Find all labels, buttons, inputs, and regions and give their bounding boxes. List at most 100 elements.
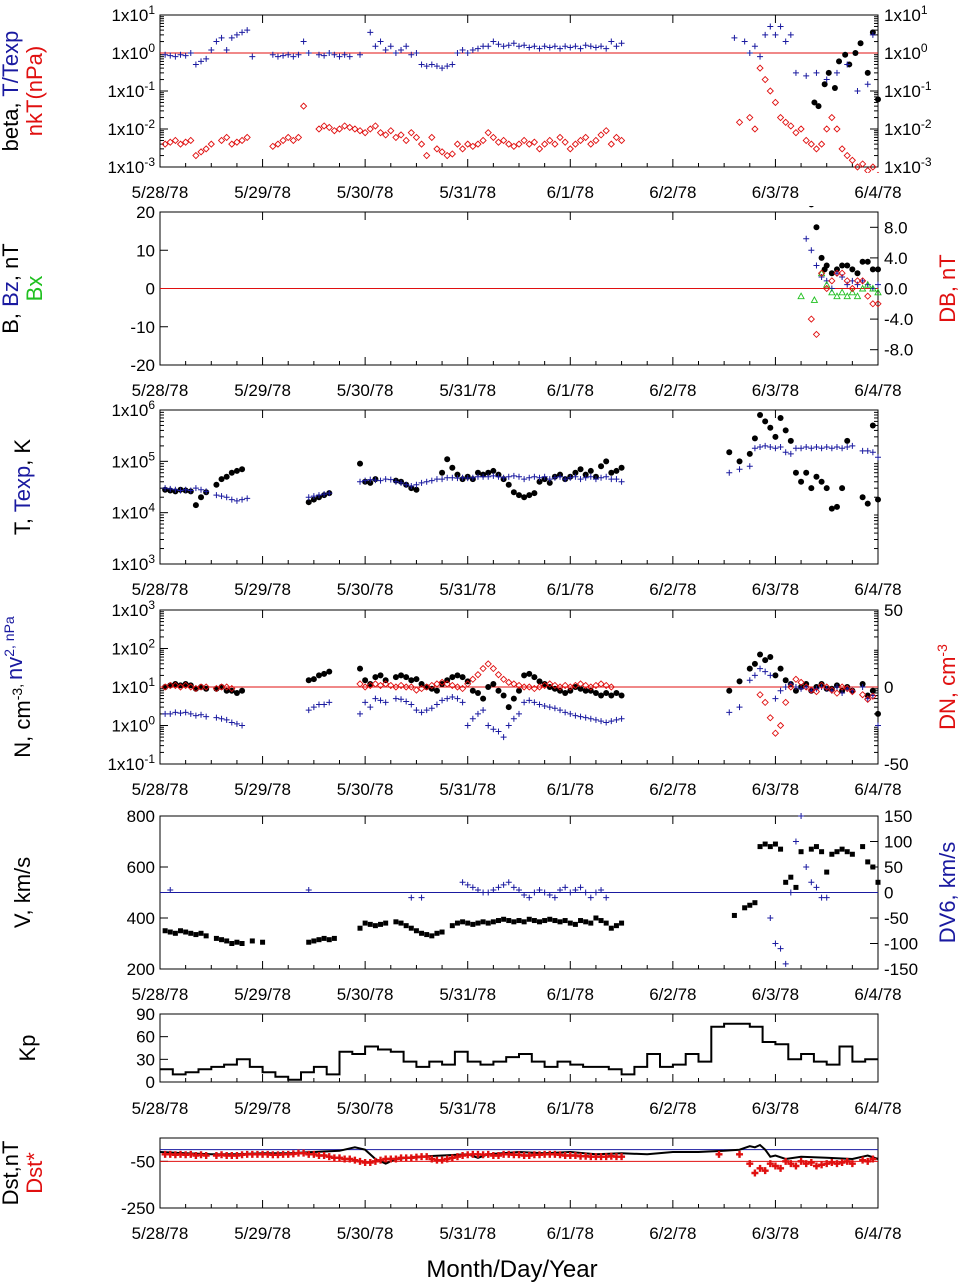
series-Texp-point — [423, 478, 430, 485]
series-DB-point — [853, 277, 862, 285]
series-T-point — [875, 496, 881, 503]
series-Texp-point — [849, 442, 856, 449]
series-T/Texp-point — [485, 43, 492, 50]
series-Texp-point — [480, 473, 487, 480]
series-nkT-point — [582, 133, 590, 142]
series-nkT-point — [571, 140, 580, 148]
series-V-point — [598, 918, 604, 924]
series-V-point — [454, 920, 460, 926]
x-tick-label: 5/28/78 — [132, 780, 189, 799]
series-Texp-point — [818, 445, 825, 452]
series-T-point — [531, 490, 538, 497]
series-V-point — [198, 930, 204, 936]
series-T/Texp-point — [249, 53, 256, 60]
y-tick-label: 1x102 — [111, 637, 155, 659]
series-beta-point — [836, 58, 843, 65]
series-T-point — [228, 469, 235, 476]
series-DN-point — [792, 675, 800, 683]
series-V-point — [619, 920, 625, 926]
series-Dst-line — [160, 1143, 879, 1165]
series-T/Texp-point — [731, 34, 738, 41]
series-T/Texp-point — [228, 34, 235, 41]
series-Texp-point — [223, 494, 230, 501]
data-layer — [162, 813, 881, 967]
y-tick-label: 1x10-2 — [107, 117, 155, 139]
series-N-point — [392, 674, 399, 681]
series-Bz-point — [854, 281, 861, 288]
y2-tick-label: 1x10-2 — [884, 117, 932, 139]
series-Texp-point — [839, 445, 846, 452]
series-nkT-point — [515, 140, 523, 148]
series-DN-point — [756, 691, 764, 699]
series-Texp-point — [823, 444, 830, 451]
x-tick-label: 5/29/78 — [234, 780, 291, 799]
series-Texp-point — [577, 476, 584, 483]
series-nv2-point — [439, 697, 446, 704]
series-V-point — [475, 920, 481, 926]
series-DN-point — [382, 680, 390, 688]
series-V-point — [788, 874, 794, 880]
series-DN-point — [771, 729, 780, 737]
series-V-point — [572, 921, 578, 927]
series-DN-point — [582, 681, 590, 690]
series-nv2-point — [469, 715, 476, 722]
series-Texp-point — [433, 476, 440, 483]
series-Texp-point — [485, 473, 492, 480]
series-nkT-point — [499, 136, 508, 145]
series-N-point — [582, 687, 589, 694]
series-nkT-point — [602, 127, 610, 135]
series-Texp-point — [162, 485, 169, 492]
series-V-point — [465, 920, 471, 926]
series-N-point — [172, 680, 179, 687]
series-nv2-point — [567, 710, 574, 717]
series-T-point — [516, 492, 522, 499]
series-DN-point — [525, 683, 533, 691]
y2-axis-title-velocity-line-0: DV6, km/s — [935, 842, 960, 943]
series-DN-point — [807, 686, 815, 694]
series-nv2-point — [751, 672, 758, 679]
series-T-point — [521, 494, 528, 501]
series-V-point — [219, 937, 225, 943]
series-DN-point — [489, 664, 497, 673]
x-tick-label: 5/31/78 — [439, 780, 496, 799]
series-nkT-point — [351, 125, 359, 133]
series-T/Texp-point — [162, 51, 169, 58]
series-T/Texp-point — [203, 55, 210, 62]
series-T/Texp-point — [315, 51, 322, 58]
series-V-point — [306, 939, 312, 945]
series-T/Texp-point — [357, 51, 364, 58]
series-Texp-point — [833, 444, 840, 451]
series-nv2-point — [362, 699, 369, 706]
series-Dst*-point — [843, 1157, 851, 1165]
y2-tick-label: 150 — [884, 807, 912, 826]
panel-dst: 5/28/78 5/29/78 5/30/78 5/31/78 6/1/78 6/2/78… — [0, 1137, 902, 1243]
series-V-point — [849, 851, 855, 857]
series-T-point — [751, 435, 758, 442]
x-tick-label: 5/30/78 — [337, 780, 394, 799]
plot-frame — [159, 14, 879, 168]
series-Texp-point — [598, 474, 605, 481]
series-T/Texp-point — [413, 50, 420, 56]
series-Texp-point — [751, 445, 758, 452]
series-Bz-point — [875, 281, 881, 288]
series-T-point — [869, 422, 876, 429]
series-nkT-point — [269, 142, 277, 150]
series-nv2-point — [592, 716, 599, 723]
series-T/Texp-point — [290, 53, 297, 60]
series-nkT-point — [428, 133, 436, 142]
series-Texp-point — [408, 483, 415, 490]
series-nkT-point — [238, 136, 246, 145]
series-nv2-point — [213, 714, 220, 721]
series-nv2-point — [182, 709, 189, 716]
series-T-point — [526, 492, 533, 499]
series-T-point — [213, 481, 220, 488]
series-beta-point — [825, 69, 832, 76]
series-N-point — [403, 674, 410, 681]
x-axis-title: Month/Day/Year — [426, 1256, 597, 1283]
series-DN-point — [423, 683, 431, 691]
series-V-point — [249, 938, 255, 944]
series-T/Texp-point — [777, 23, 784, 30]
series-V-point — [239, 941, 245, 946]
series-T/Texp-point — [741, 38, 748, 45]
series-DN-point — [361, 683, 369, 691]
